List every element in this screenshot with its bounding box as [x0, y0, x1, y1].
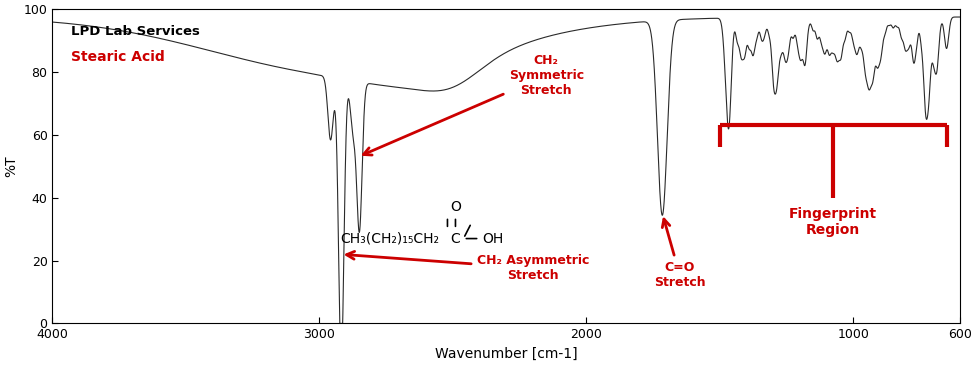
Text: Fingerprint
Region: Fingerprint Region: [789, 207, 877, 237]
Text: CH₃(CH₂)₁₅CH₂: CH₃(CH₂)₁₅CH₂: [341, 231, 439, 246]
Text: O: O: [450, 200, 461, 214]
X-axis label: Wavenumber [cm-1]: Wavenumber [cm-1]: [435, 347, 578, 361]
Y-axis label: %T: %T: [4, 155, 19, 177]
Text: LPD Lab Services: LPD Lab Services: [71, 25, 200, 38]
Text: C: C: [451, 231, 461, 246]
Text: Stearic Acid: Stearic Acid: [71, 50, 165, 64]
Text: OH: OH: [482, 231, 504, 246]
Text: C=O
Stretch: C=O Stretch: [654, 219, 706, 289]
Text: CH₂ Asymmetric
Stretch: CH₂ Asymmetric Stretch: [346, 251, 590, 282]
Text: CH₂
Symmetric
Stretch: CH₂ Symmetric Stretch: [363, 54, 584, 155]
